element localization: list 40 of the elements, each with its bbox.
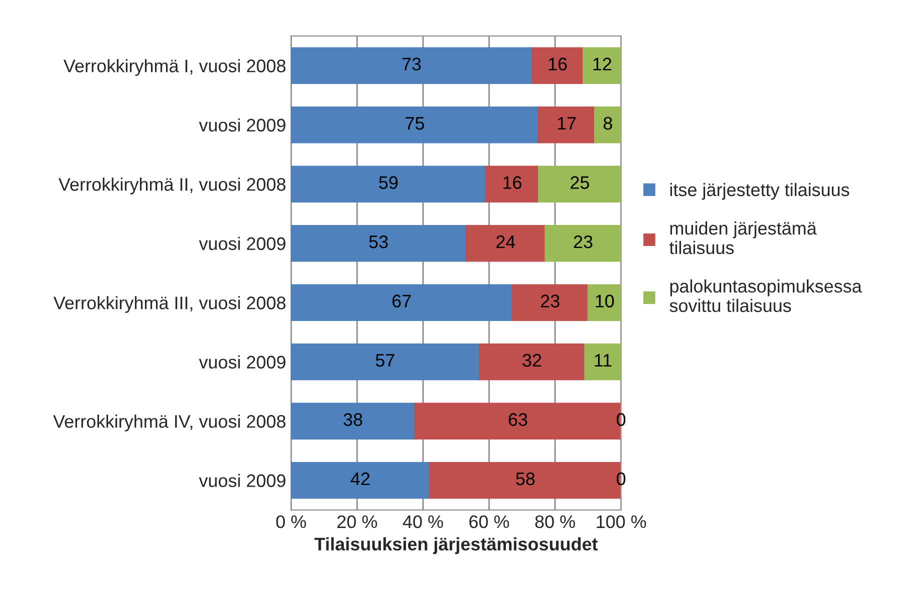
data-label: 10	[596, 294, 614, 308]
y-tick-label: Verrokkiryhmä II, vuosi 2008	[58, 178, 286, 194]
data-label: 57	[376, 354, 394, 367]
data-label: 16	[503, 176, 522, 189]
data-label: 67	[392, 294, 411, 308]
x-axis-title: Tilaisuuksien järjestämisosuudet	[314, 537, 598, 554]
x-tick-label: 0 %	[276, 515, 306, 528]
legend-label: palokuntasopimuksessa sovittu tilaisuus	[670, 279, 862, 312]
data-label: 42	[350, 472, 370, 486]
y-tick-label: vuosi 2009	[198, 474, 286, 488]
data-label: 24	[496, 235, 516, 248]
x-tick-label: 40 %	[402, 515, 444, 528]
legend-label: muiden järjestämä tilaisuus	[669, 221, 817, 254]
x-tick-label: 60 %	[469, 515, 509, 528]
data-label: 63	[508, 413, 528, 426]
x-tick-label: 100 %	[596, 515, 646, 528]
data-label: 38	[344, 413, 362, 426]
data-label: 11	[594, 354, 612, 367]
data-label: 58	[516, 472, 535, 486]
x-tick-label: 80 %	[535, 515, 575, 528]
y-tick-label: vuosi 2009	[198, 355, 286, 369]
data-label: 23	[574, 235, 592, 248]
data-label: 32	[522, 354, 542, 367]
y-tick-label: vuosi 2009	[198, 118, 286, 132]
x-tick-label: 20 %	[337, 515, 378, 528]
y-tick-label: Verrokkiryhmä IV, vuosi 2008	[53, 414, 286, 432]
data-label: 16	[548, 58, 567, 70]
data-label: 25	[570, 176, 590, 189]
data-label: 75	[406, 117, 424, 130]
data-label: 12	[593, 58, 612, 70]
data-label: 8	[604, 116, 612, 130]
data-label: 59	[379, 176, 398, 189]
y-tick-label: Verrokkiryhmä I, vuosi 2008	[64, 59, 286, 76]
y-tick-label: Verrokkiryhmä III, vuosi 2008	[54, 296, 286, 313]
legend-label: itse järjestetty tilaisuus	[670, 182, 850, 200]
y-tick-label: vuosi 2009	[198, 236, 286, 250]
data-label: 23	[540, 294, 560, 308]
data-label: 17	[558, 117, 576, 130]
data-label: 53	[369, 235, 388, 248]
data-label: 73	[402, 58, 421, 70]
